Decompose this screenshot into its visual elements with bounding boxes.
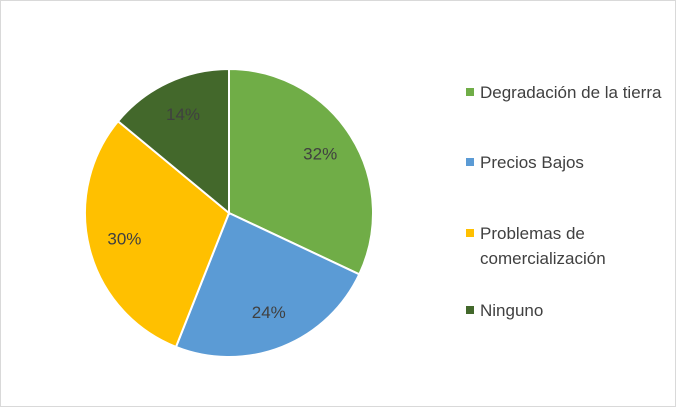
legend-item: Degradación de la tierra	[466, 80, 666, 105]
data-label: 14%	[166, 105, 200, 124]
legend-swatch	[466, 88, 474, 96]
legend-item: Precios Bajos	[466, 150, 666, 175]
pie-slice	[84, 119, 231, 349]
legend-label: Problemas de comercialización	[480, 224, 606, 268]
legend-swatch	[466, 306, 474, 314]
legend-label: Precios Bajos	[480, 153, 584, 172]
pie-slice	[228, 67, 374, 276]
data-label: 24%	[252, 303, 286, 322]
pie-slice	[174, 211, 361, 358]
pie-slice	[116, 67, 230, 216]
legend-item: Ninguno	[466, 298, 666, 323]
data-label: 30%	[107, 229, 141, 248]
legend-item: Problemas de comercialización	[466, 221, 666, 271]
legend-swatch	[466, 158, 474, 166]
data-label: 32%	[303, 145, 337, 164]
legend-label: Degradación de la tierra	[480, 83, 662, 102]
legend-label: Ninguno	[480, 301, 544, 320]
legend-swatch	[466, 229, 474, 237]
